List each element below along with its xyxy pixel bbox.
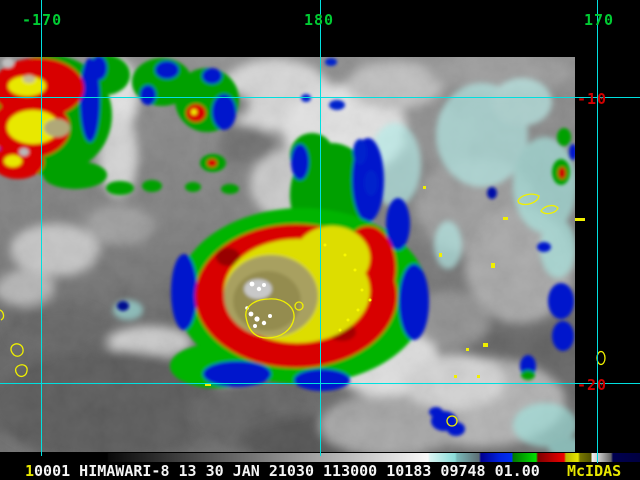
coastline-overlay — [0, 193, 559, 427]
latitude-label-north: -10 — [577, 90, 608, 108]
frame-number: 1 — [25, 462, 35, 480]
longitude-label-east: 170 — [584, 11, 615, 29]
longitude-label-west: -170 — [22, 11, 63, 29]
latitude-label-south: -20 — [577, 376, 608, 394]
satellite-image-pixels — [0, 57, 575, 452]
white-cloud-speckles — [245, 281, 272, 328]
status-bar: 10001 HIMAWARI-8 13 30 JAN 21030 113000 … — [25, 462, 540, 480]
gridlines — [0, 0, 640, 463]
enhancement-colorbar — [0, 453, 640, 462]
mcidas-brand-label: McIDAS — [567, 462, 622, 480]
yellow-speckles — [323, 243, 372, 332]
coastline-marks — [205, 186, 508, 386]
coastline-outside-image — [575, 218, 606, 366]
image-info-text: 0001 HIMAWARI-8 13 30 JAN 21030 113000 1… — [34, 462, 540, 480]
longitude-label-center: 180 — [304, 11, 335, 29]
